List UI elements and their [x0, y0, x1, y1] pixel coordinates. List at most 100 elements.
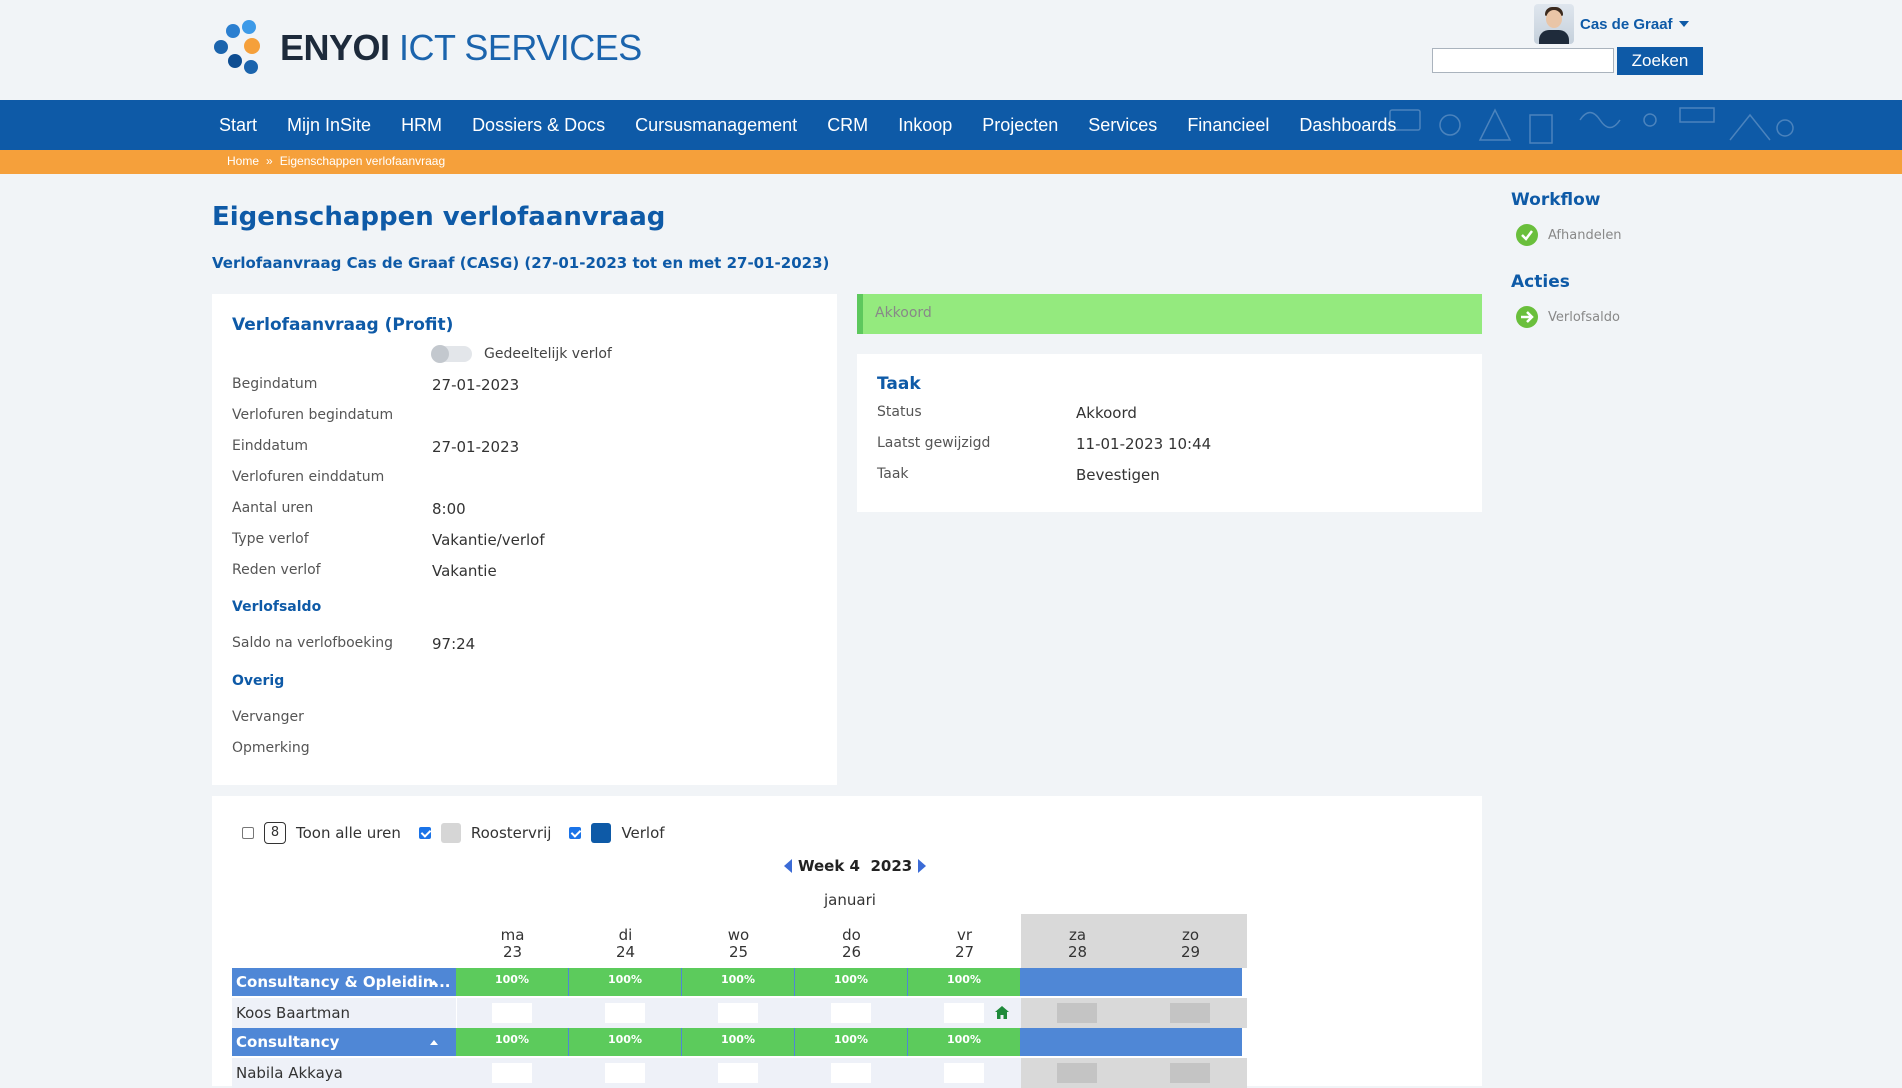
employee-name[interactable]: Nabila Akkaya [236, 1064, 343, 1082]
avatar [1534, 4, 1574, 44]
nav-projecten[interactable]: Projecten [982, 114, 1059, 135]
toggle-switch[interactable] [431, 345, 472, 363]
home-icon [995, 1006, 1009, 1019]
field-value: 27-01-2023 [432, 376, 520, 394]
nav-start[interactable]: Start [219, 114, 258, 135]
occupancy-cell: 100% [908, 968, 1020, 996]
next-week-icon[interactable] [918, 859, 927, 873]
status-banner-text: Akkoord [875, 305, 932, 321]
arrow-right-icon [1516, 306, 1538, 328]
partial-leave-toggle[interactable]: Gedeeltelijk verlof [431, 345, 612, 363]
roostervrij-checkbox[interactable] [418, 827, 431, 839]
field-value: 97:24 [432, 635, 476, 653]
field-value: Akkoord [1076, 404, 1137, 422]
page-subtitle: Verlofaanvraag Cas de Graaf (CASG) (27-0… [212, 254, 830, 272]
search-input[interactable] [1432, 48, 1614, 73]
collapse-icon[interactable] [430, 1040, 438, 1045]
nav-financieel[interactable]: Financieel [1187, 114, 1270, 135]
field-label: Opmerking [232, 740, 310, 756]
leave-calendar-card: 8 Toon alle uren Roostervrij Verlof Week… [212, 796, 1482, 1088]
field-label: Vervanger [232, 709, 304, 725]
field-value: Vakantie/verlof [432, 531, 545, 549]
section-title-verlofsaldo: Verlofsaldo [232, 599, 322, 615]
action-item-verlofsaldo[interactable]: Verlofsaldo [1516, 306, 1620, 328]
nav-crm[interactable]: CRM [827, 114, 869, 135]
field-label: Verlofuren einddatum [232, 469, 385, 485]
table-row: Nabila Akkaya [232, 1058, 1247, 1088]
nav-inkoop[interactable]: Inkoop [898, 114, 953, 135]
field-value: 27-01-2023 [432, 438, 520, 456]
occupancy-cell: 100% [908, 1028, 1020, 1056]
nav-dashboards[interactable]: Dashboards [1299, 114, 1397, 135]
occupancy-cell: 100% [795, 1028, 907, 1056]
week-label: Week 4 [798, 857, 860, 875]
nav-mijn-insite[interactable]: Mijn InSite [287, 114, 372, 135]
week-navigator: Week 4 2023 [784, 857, 927, 875]
field-label: Taak [877, 466, 909, 482]
verlof-swatch [591, 823, 612, 843]
show-all-checkbox[interactable] [242, 827, 254, 839]
workflow-item-afhandelen[interactable]: Afhandelen [1516, 224, 1622, 246]
verlof-checkbox[interactable] [569, 827, 582, 839]
user-menu[interactable]: Cas de Graaf [1534, 4, 1689, 44]
field-label: Verlofuren begindatum [232, 407, 394, 423]
calendar-legend: 8 Toon alle uren Roostervrij Verlof [242, 822, 665, 844]
workflow-heading: Workflow [1511, 190, 1601, 210]
partial-leave-label: Gedeeltelijk verlof [484, 346, 612, 362]
verlof-label: Verlof [621, 824, 665, 842]
occupancy-cell: 100% [795, 968, 907, 996]
group-label[interactable]: Consultancy & Opleidin... [232, 968, 454, 996]
user-name: Cas de Graaf [1580, 15, 1673, 33]
field-label: Saldo na verlofboeking [232, 635, 394, 651]
field-label: Einddatum [232, 438, 308, 454]
field-label: Reden verlof [232, 562, 321, 578]
breadcrumb-separator: » [266, 154, 273, 168]
breadcrumb-current[interactable]: Eigenschappen verlofaanvraag [279, 154, 446, 168]
field-value: Bevestigen [1076, 466, 1160, 484]
search-button[interactable]: Zoeken [1617, 47, 1703, 75]
nav-services[interactable]: Services [1088, 114, 1158, 135]
roostervrij-swatch [440, 823, 461, 843]
occupancy-cell: 100% [456, 1028, 568, 1056]
field-label: Aantal uren [232, 500, 314, 516]
status-banner: Akkoord [857, 294, 1482, 334]
nav-cursusmanagement[interactable]: Cursusmanagement [635, 114, 798, 135]
day-header: vr 27 [954, 926, 975, 961]
field-label: Type verlof [232, 531, 309, 547]
check-icon [1516, 224, 1538, 246]
day-header: di 24 [615, 926, 636, 961]
breadcrumb-home[interactable]: Home [227, 154, 260, 168]
field-value: Vakantie [432, 562, 497, 580]
occupancy-cell: 100% [682, 968, 794, 996]
field-value: 11-01-2023 10:44 [1076, 435, 1212, 453]
collapse-icon[interactable] [430, 980, 438, 985]
logo-mark [214, 20, 270, 76]
roostervrij-label: Roostervrij [470, 824, 552, 842]
day-header: za 28 [1021, 914, 1134, 968]
day-header: zo 29 [1134, 914, 1247, 968]
group-label[interactable]: Consultancy [232, 1028, 454, 1056]
prev-week-icon[interactable] [784, 859, 792, 873]
page-title: Eigenschappen verlofaanvraag [212, 202, 666, 232]
field-value: 8:00 [432, 500, 466, 518]
top-header: ENYOI ICT SERVICES Cas de Graaf Zoeken [0, 0, 1902, 100]
group-row: Consultancy & Opleidin... 100% 100% 100%… [232, 968, 1242, 996]
card-title: Verlofaanvraag (Profit) [232, 315, 454, 335]
workflow-item-label: Afhandelen [1548, 227, 1622, 243]
company-logo[interactable]: ENYOI ICT SERVICES [214, 20, 642, 76]
year-label: 2023 [870, 857, 913, 875]
field-label: Status [877, 404, 922, 420]
employee-name[interactable]: Koos Baartman [236, 1004, 351, 1022]
card-title: Taak [877, 374, 921, 394]
task-card: Taak Status Akkoord Laatst gewijzigd 11-… [857, 354, 1482, 512]
hours-badge: 8 [264, 822, 286, 844]
field-label: Laatst gewijzigd [877, 435, 991, 451]
month-label: januari [824, 891, 876, 909]
nav-dossiers-docs[interactable]: Dossiers & Docs [472, 114, 606, 135]
action-item-label: Verlofsaldo [1548, 309, 1620, 325]
nav-hrm[interactable]: HRM [401, 114, 443, 135]
breadcrumb: Home » Eigenschappen verlofaanvraag [0, 150, 1902, 174]
actions-heading: Acties [1511, 272, 1570, 292]
day-header: ma 23 [500, 926, 525, 961]
table-row: Koos Baartman [232, 998, 1247, 1028]
